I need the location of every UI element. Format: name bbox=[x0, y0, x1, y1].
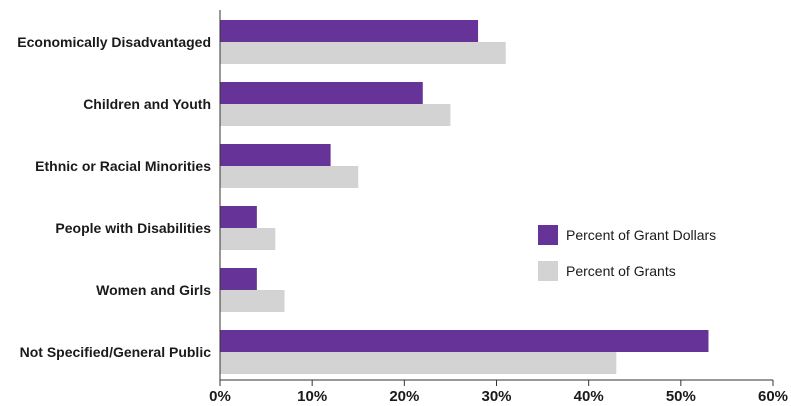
bar-grant-dollars-3 bbox=[220, 206, 257, 228]
x-tick-label: 60% bbox=[758, 388, 788, 405]
x-tick-label: 20% bbox=[389, 388, 419, 405]
bar-grants-1 bbox=[220, 104, 451, 126]
x-tick-label: 50% bbox=[666, 388, 696, 405]
bar-grant-dollars-1 bbox=[220, 82, 423, 104]
category-label: Women and Girls bbox=[96, 282, 211, 298]
bar-grants-4 bbox=[220, 290, 285, 312]
category-label: Economically Disadvantaged bbox=[17, 34, 211, 50]
bar-grants-5 bbox=[220, 352, 617, 374]
axes: 0% 10% 20% 30% 40% 50% 60% bbox=[209, 10, 788, 405]
bars-layer bbox=[220, 20, 709, 374]
bar-grant-dollars-0 bbox=[220, 20, 479, 42]
legend-swatch-grants bbox=[538, 261, 558, 281]
bar-grant-dollars-5 bbox=[220, 330, 709, 352]
category-labels: Economically Disadvantaged Children and Y… bbox=[17, 34, 211, 360]
category-label: People with Disabilities bbox=[55, 220, 211, 236]
legend-label-grant-dollars: Percent of Grant Dollars bbox=[566, 227, 716, 243]
x-tick-label: 10% bbox=[297, 388, 327, 405]
category-label: Ethnic or Racial Minorities bbox=[35, 158, 211, 174]
bar-grants-3 bbox=[220, 228, 276, 250]
x-tick-label: 30% bbox=[481, 388, 511, 405]
legend-swatch-grant-dollars bbox=[538, 225, 558, 245]
category-label: Not Specified/General Public bbox=[20, 344, 212, 360]
bar-grant-dollars-2 bbox=[220, 144, 331, 166]
legend-label-grants: Percent of Grants bbox=[566, 263, 676, 279]
bar-grant-dollars-4 bbox=[220, 268, 257, 290]
bar-grants-2 bbox=[220, 166, 359, 188]
legend: Percent of Grant Dollars Percent of Grant… bbox=[538, 225, 716, 281]
x-tick-label: 0% bbox=[209, 388, 231, 405]
category-label: Children and Youth bbox=[83, 96, 211, 112]
bar-grants-0 bbox=[220, 42, 506, 64]
x-tick-label: 40% bbox=[574, 388, 604, 405]
